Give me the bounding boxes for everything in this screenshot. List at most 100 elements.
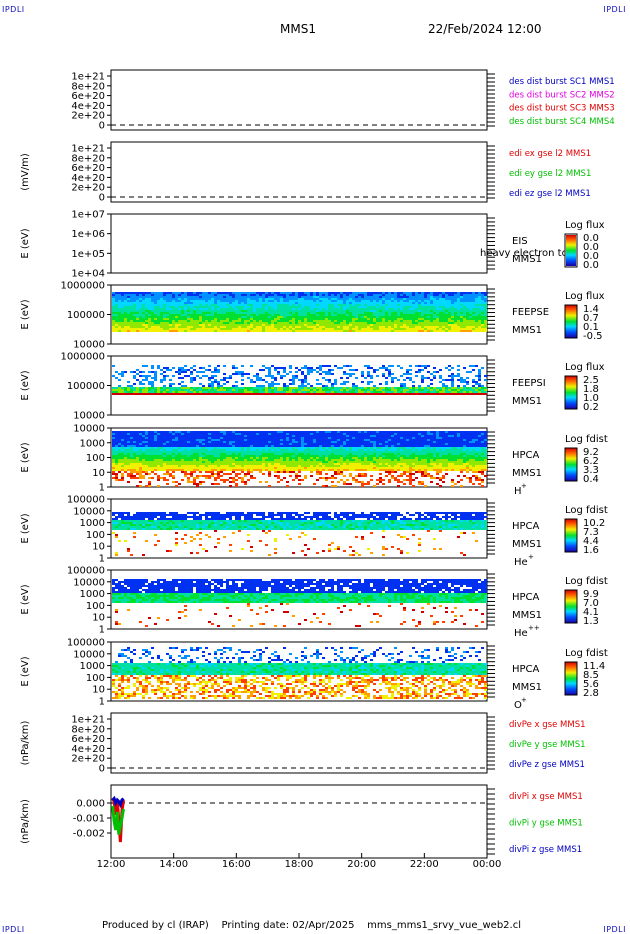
xtick-label: 20:00 [347,859,376,870]
y-axis-label: E (eV) [20,584,31,614]
species-label: He [514,628,528,639]
y-axis-label: E (eV) [20,513,31,543]
ytick-label: 1e+07 [71,210,105,221]
ytick-label: 10000 [73,411,105,422]
corner-label-top-right: IPDLI [603,5,626,14]
ytick-label: 1000 [80,438,105,449]
panel-frame [110,141,488,203]
colorbar-tick: 1.4 [583,304,599,315]
spectrogram-hpca-o [112,647,487,699]
legend-entry: des dist burst SC1 MMS1 [509,77,615,87]
ytick-label: 10 [92,542,105,553]
y-axis-label: E (eV) [20,299,31,329]
colorbar-fill [566,235,576,266]
colorbar-tick: 0.7 [583,313,599,324]
panel-frame [110,213,488,274]
legend-entry: divPi x gse MMS1 [509,792,583,802]
colorbar-tick: 4.1 [583,607,599,618]
spacecraft-label: MMS1 [512,254,542,265]
panel-frame [110,69,488,131]
xtick-label: 18:00 [285,859,314,870]
panel-feepse: 1000000 100000 10000 E (eV) FEEPSE MMS1 Log fl… [20,281,605,351]
ytick-label: 8e+20 [71,724,105,735]
ytick-label: 1000000 [60,352,105,363]
legend-entry: divPe y gse MMS1 [509,740,586,750]
ytick-label: 10000 [73,424,105,435]
colorbar-tick: 7.0 [583,598,599,609]
spacecraft-label: MMS1 [512,396,542,407]
footer-credits: Produced by cl (IRAP) Printing date: 02/… [102,920,521,931]
xtick-label: 00:00 [473,859,502,870]
ytick-label: 10000 [73,506,105,517]
ytick-label: 10 [92,613,105,624]
y-axis-label: (nPa/km) [20,721,31,766]
ytick-label: 1e+21 [71,72,105,83]
ytick-label: 100000 [67,310,105,321]
mission-title: MMS1 [280,22,316,36]
spectrogram-hpca-he [112,512,487,556]
ytick-label: 4e+20 [71,101,105,112]
colorbar [564,447,578,482]
ytick-label: 1000000 [60,281,105,292]
panel-frame [110,784,488,859]
legend-entry: des dist burst SC2 MMS2 [509,90,615,100]
colorbar-title: Log flux [565,220,605,231]
ytick-label: 0 [99,193,105,204]
ytick-label: 100 [86,601,105,612]
corner-label-bottom-left: IPDLI [2,925,25,934]
spacecraft-label: MMS1 [512,610,542,621]
ytick-label: 8e+20 [71,153,105,164]
ytick-label: 10000 [73,340,105,351]
colorbar [564,518,578,553]
spacecraft-label: MMS1 [512,325,542,336]
colorbar-tick: 0.4 [583,474,599,485]
colorbar-tick: 0.0 [583,233,599,244]
instrument-label: FEEPSE [512,307,549,318]
corner-label-bottom-right: IPDLI [603,925,626,934]
ytick-label: 1e+04 [71,269,105,280]
ytick-label: 1e+21 [71,715,105,726]
species-label: H [514,486,522,497]
subtitle-label: heavy electron to [480,248,568,259]
ytick-label: 2e+20 [71,183,105,194]
ytick-label: 0 [99,121,105,132]
ytick-label: 0.000 [76,799,105,810]
ytick-label: 2e+20 [71,111,105,122]
ytick-label: 100000 [67,381,105,392]
panel-feepsi: 1000000 100000 10000 E (eV) FEEPSI MMS1 Log fl… [20,352,605,422]
legend-entry: edi ey gse l2 MMS1 [509,169,591,179]
y-axis-label: E (eV) [20,370,31,400]
panel-divpi: 0.000 -0.001 -0.002 (nPa/km) divPi x gse MMS… [20,784,583,859]
colorbar-tick: 5.6 [583,679,599,690]
xtick-label: 22:00 [410,859,439,870]
species-charge: + [528,553,534,561]
ytick-label: 1000 [80,518,105,529]
instrument-label: HPCA [512,521,540,532]
instrument-label: FEEPSI [512,378,546,389]
colorbar-tick: 7.3 [583,527,599,538]
colorbar-title: Log fdist [565,576,608,587]
species-charge: + [521,482,527,490]
colorbar-tick: 0.2 [583,402,599,413]
y-axis-label: E (eV) [20,228,31,258]
colorbar [564,375,578,410]
legend-entry: des dist burst SC3 MMS3 [509,104,615,114]
ytick-label: -0.001 [73,814,105,825]
colorbar-tick: -0.5 [583,331,603,342]
series-line [111,795,125,809]
corner-label-top-left: IPDLI [2,5,25,14]
colorbar-tick: 9.9 [583,589,599,600]
ytick-label: 6e+20 [71,91,105,102]
colorbar-tick: 0.0 [583,242,599,253]
legend-entry: des dist burst SC4 MMS4 [509,117,615,127]
ytick-label: 100 [86,530,105,541]
colorbar-title: Log fdist [565,505,608,516]
xtick-label: 12:00 [97,859,126,870]
colorbar-tick: 6.2 [583,456,599,467]
